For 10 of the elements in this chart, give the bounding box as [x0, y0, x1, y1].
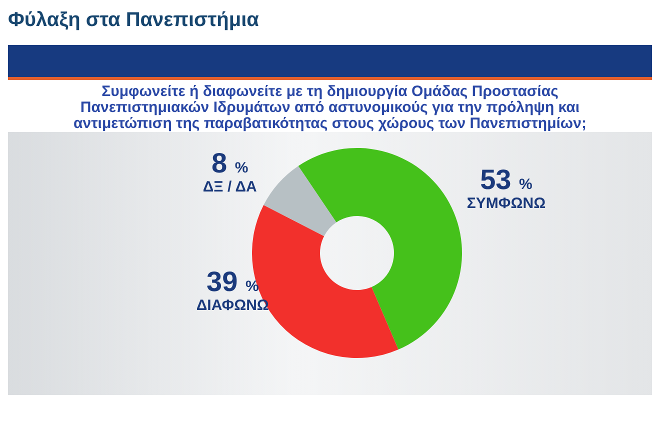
donut-slice [264, 166, 336, 236]
donut-slice [298, 148, 462, 350]
slice-label: ΔΙΑΦΩΝΩ [196, 297, 269, 314]
slice-label: ΣΥΜΦΩΝΩ [466, 194, 546, 212]
data-label: 8 % [212, 148, 248, 179]
data-label: 53 % [480, 164, 532, 195]
slice-label: ΔΞ / ΔΑ [202, 178, 258, 196]
chart-title: Φύλαξη στα Πανεπιστήμια [8, 9, 259, 32]
data-label: 39 % [206, 266, 259, 298]
chart-subtitle: Συμφωνείτε ή διαφωνείτε με τη δημιουργία Ομάδας Προστασίας Πανεπιστημιακών Ιδρυμάτων από αστυνομικούς για την πρόληψη και αντιμετώπιση της παραβατικότητας στους χώρους των Πανεπιστημίων; [72, 83, 588, 132]
